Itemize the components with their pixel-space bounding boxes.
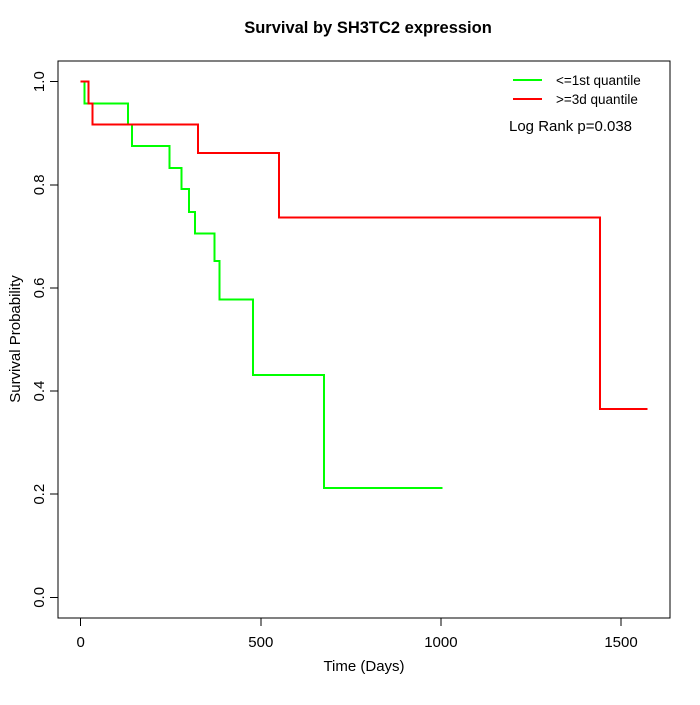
chart-title: Survival by SH3TC2 expression — [244, 19, 492, 37]
km-curve-le-1st-quantile — [80, 80, 443, 489]
y-tick-label: 0.4 — [31, 381, 48, 402]
y-axis-label: Survival Probability — [7, 275, 24, 403]
x-axis-label: Time (Days) — [323, 658, 404, 675]
y-axis-ticks: 0.0 0.2 0.4 0.6 0.8 1.0 — [31, 71, 58, 608]
plot-border — [57, 60, 671, 619]
log-rank-annotation: Log Rank p=0.038 — [509, 118, 632, 135]
x-axis-ticks: 0 500 1000 1500 — [77, 618, 638, 651]
x-tick-label: 0 — [77, 634, 85, 651]
legend-label-ge-3d-quantile: >=3d quantile — [556, 92, 638, 107]
legend: <=1st quantile >=3d quantile Log Rank p=… — [509, 73, 641, 135]
km-curves — [80, 80, 648, 489]
y-tick-label: 1.0 — [31, 71, 48, 92]
legend-label-le-1st-quantile: <=1st quantile — [556, 73, 641, 88]
y-tick-label: 0.0 — [31, 587, 48, 608]
y-tick-label: 0.2 — [31, 484, 48, 505]
y-tick-label: 0.8 — [31, 174, 48, 195]
x-tick-label: 500 — [248, 634, 273, 651]
y-tick-label: 0.6 — [31, 277, 48, 298]
x-tick-label: 1500 — [604, 634, 637, 651]
x-tick-label: 1000 — [424, 634, 457, 651]
km-curve-ge-3d-quantile — [80, 80, 648, 411]
